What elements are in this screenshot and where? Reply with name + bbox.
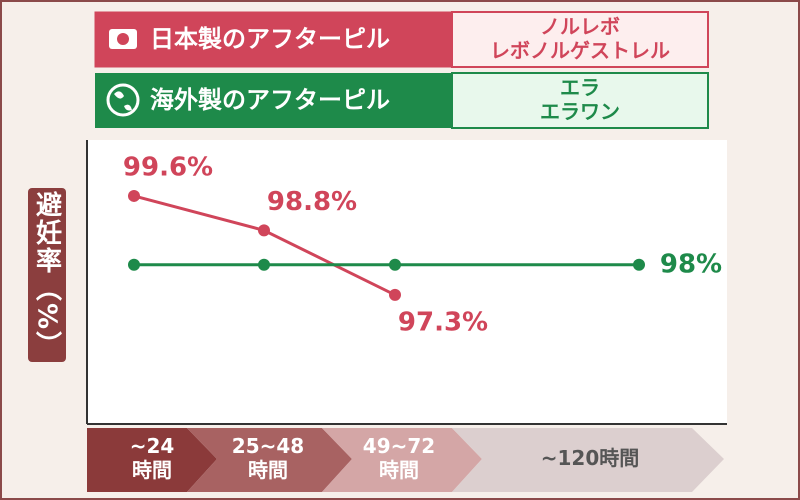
legend-product: レボノルゲストレル — [490, 39, 670, 63]
plot-area — [87, 140, 727, 424]
legend-product: ノルレボ — [540, 15, 620, 39]
data-label: 97.3% — [398, 307, 488, 337]
x-tick-label: ~120時間 — [541, 446, 640, 470]
legend-label: 日本製のアフターピル — [150, 25, 390, 53]
legend-box — [94, 11, 453, 68]
point — [258, 224, 270, 237]
legend-products-box — [451, 72, 709, 129]
period-arrow — [452, 428, 724, 492]
point — [389, 288, 401, 301]
legend-products-box — [451, 11, 709, 68]
data-label: 99.6% — [123, 152, 213, 182]
globe-icon — [106, 83, 140, 117]
x-tick-label: 25~48 時間 — [232, 434, 304, 482]
legend-product: エラワン — [540, 100, 620, 124]
legend-label: 海外製のアフターピル — [150, 86, 390, 114]
data-label: 98.8% — [267, 187, 357, 217]
period-arrow — [187, 428, 352, 492]
flag-icon — [117, 33, 129, 45]
y-axis-label: 避妊率（%） — [28, 188, 66, 362]
globe-icon — [114, 91, 132, 111]
point — [633, 258, 645, 271]
point — [128, 189, 140, 202]
period-arrow — [87, 428, 217, 492]
point — [128, 258, 140, 271]
period-arrow — [322, 428, 482, 492]
data-label: 98% — [660, 249, 722, 279]
legend-box — [95, 73, 452, 128]
point — [258, 258, 270, 271]
x-tick-label: ~24 時間 — [130, 434, 175, 482]
x-tick-label: 49~72 時間 — [363, 434, 435, 482]
legend-product: エラ — [560, 76, 600, 100]
point — [389, 258, 401, 271]
